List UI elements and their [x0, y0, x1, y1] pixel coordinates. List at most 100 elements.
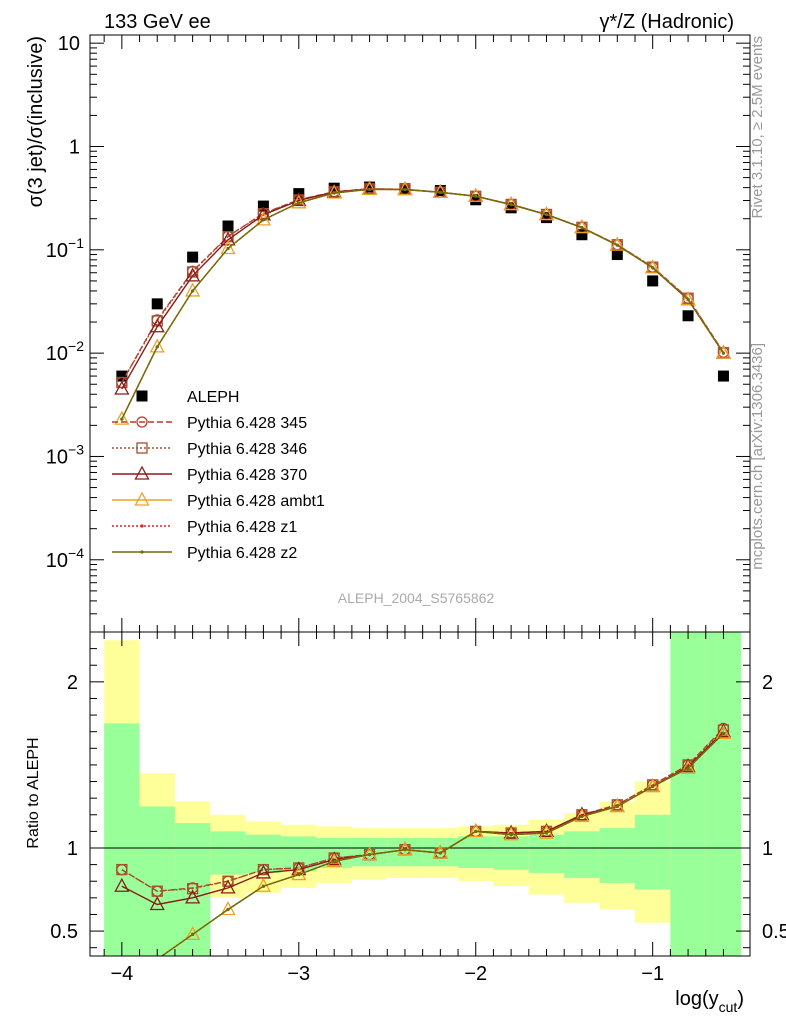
- point-data: [434, 185, 446, 197]
- ratio-plot: 0.5 0.5 1 1 2 2 −4 −3 −2 −1 Ratio to ALEPH log(yc…: [25, 631, 786, 1015]
- legend-marker-z2: [140, 550, 144, 554]
- point-ambt1: [149, 338, 165, 353]
- ratio-band-inner: [458, 836, 494, 868]
- point-data: [257, 200, 269, 212]
- point-z2: [155, 345, 159, 349]
- series-ambt1: [114, 180, 732, 425]
- point-z2: [261, 218, 266, 222]
- main-y-tick-label: 10−1: [46, 235, 84, 262]
- ratio-point-z2: [332, 859, 336, 863]
- point-data: [151, 298, 163, 310]
- point-ambt1: [185, 282, 201, 297]
- point-z2: [544, 213, 549, 217]
- legend-marker-z1: [140, 524, 144, 528]
- legend-marker-p370: [134, 465, 150, 480]
- point-data: [576, 229, 588, 241]
- ratio-point-p370: [114, 877, 130, 892]
- ratio-point-z2: [651, 784, 655, 789]
- x-tick-label: −3: [287, 963, 310, 985]
- point-data: [647, 275, 659, 287]
- x-axis-label-main: log(y: [675, 988, 718, 1010]
- ratio-point-ambt1: [468, 823, 484, 838]
- point-z2: [651, 266, 655, 270]
- legend-label: Pythia 6.428 370: [187, 467, 307, 484]
- ratio-band-inner: [281, 836, 317, 872]
- point-data: [505, 202, 517, 214]
- ratio-point-z2: [403, 848, 407, 852]
- series-line-ambt1: [121, 188, 725, 420]
- ratio-y-tick-label-right: 1: [762, 838, 773, 860]
- ratio-point-ambt1: [715, 724, 732, 740]
- legend-label: Pythia 6.428 346: [187, 441, 307, 458]
- point-ambt1: [645, 259, 661, 274]
- point-ambt1: [680, 291, 696, 306]
- point-p370: [220, 231, 236, 246]
- point-ambt1: [114, 410, 130, 425]
- x-tick-label: −2: [464, 963, 487, 985]
- point-data: [541, 212, 553, 224]
- main-plot: 10 1 10−1 10−2 10−3 10−4 σ(3 jet)/σ(inclusive…: [25, 33, 751, 633]
- main-y-label: σ(3 jet)/σ(inclusive): [25, 36, 47, 207]
- point-z2: [474, 194, 478, 198]
- ratio-point-p346: [222, 875, 234, 887]
- ratio-point-z2: [721, 731, 726, 735]
- ratio-series-group: [114, 722, 732, 956]
- ratio-point-z2: [191, 932, 195, 937]
- series-line-p346: [121, 188, 725, 383]
- point-data: [116, 370, 128, 382]
- legend-label: Pythia 6.428 345: [187, 415, 307, 432]
- point-data: [222, 220, 234, 232]
- ratio-point-z2: [580, 814, 584, 819]
- main-y-tick-label: 1: [69, 137, 80, 159]
- ratio-line-p346: [121, 729, 724, 892]
- point-p370: [291, 192, 307, 207]
- point-z2: [226, 246, 230, 251]
- ratio-y-tick-label-right: 2: [762, 672, 773, 694]
- ratio-band-inner: [139, 806, 175, 956]
- ratio-band-inner: [351, 838, 388, 867]
- ratio-band-inner: [564, 831, 600, 878]
- point-data: [328, 182, 340, 194]
- point-z2: [721, 351, 726, 355]
- ratio-band-inner: [599, 828, 635, 883]
- point-data: [611, 249, 623, 261]
- point-data: [682, 310, 694, 322]
- ratio-y-tick-label: 1: [67, 838, 78, 860]
- ratio-point-z2: [544, 831, 549, 835]
- x-tick-label: −4: [110, 963, 133, 985]
- point-z2: [509, 202, 513, 207]
- legend-label: Pythia 6.428 z2: [187, 545, 297, 562]
- main-y-tick-label: 10−4: [46, 545, 84, 572]
- point-data: [187, 251, 199, 263]
- series-line-z2: [121, 188, 725, 420]
- ratio-point-p370: [538, 823, 555, 838]
- ratio-point-p346: [186, 883, 199, 895]
- point-z2: [332, 191, 336, 195]
- mcplots-label: mcplots.cern.ch [arXiv:1306.3436]: [749, 343, 766, 570]
- ratio-point-p370: [220, 879, 236, 894]
- point-z2: [686, 297, 690, 302]
- main-y-tick-label: 10−2: [46, 338, 84, 365]
- main-frame: [89, 34, 751, 633]
- point-data: [364, 181, 376, 193]
- point-z2: [580, 226, 584, 230]
- ratio-point-z2: [226, 907, 230, 912]
- series-line-p370: [121, 188, 725, 390]
- point-ambt1: [220, 240, 236, 255]
- legend-marker-p346: [136, 442, 148, 454]
- legend-marker-ambt1: [134, 491, 150, 506]
- ratio-point-p370: [326, 851, 342, 866]
- ratio-band-inner: [670, 632, 706, 956]
- series-p345: [116, 183, 730, 389]
- point-p370: [114, 380, 130, 395]
- point-ambt1: [361, 180, 378, 195]
- point-z2: [120, 417, 124, 421]
- ratio-point-z2: [261, 884, 266, 888]
- ratio-point-ambt1: [397, 841, 413, 856]
- analysis-id-label: ALEPH_2004_S5765862: [338, 590, 495, 606]
- main-y-tick-label: 10−3: [46, 441, 84, 468]
- point-z2: [297, 201, 301, 205]
- x-axis-label-sub: cut: [719, 999, 738, 1015]
- ratio-point-ambt1: [680, 759, 696, 774]
